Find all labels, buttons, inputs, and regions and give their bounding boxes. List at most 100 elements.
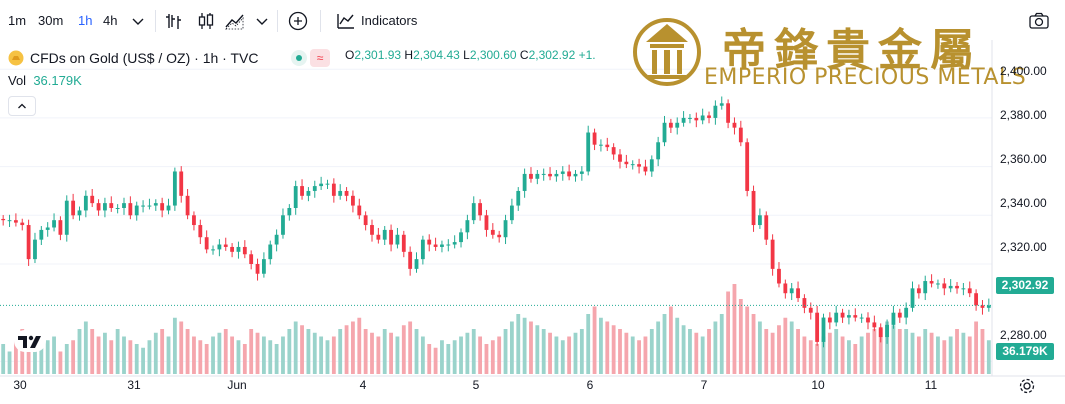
candle-body [478,203,483,216]
candle-body [573,173,578,177]
candle-body [745,142,750,191]
indicators-icon[interactable] [334,9,358,33]
volume-bar [459,336,463,374]
volume-bar [573,332,578,374]
interval-4h-button[interactable]: 4h [103,13,118,28]
candle-body [834,312,839,323]
volume-bar [942,340,947,374]
candle-body [376,234,381,240]
candle-body [172,171,177,206]
candle-body [732,122,737,128]
candle-body [777,268,781,284]
candle-body [840,312,845,318]
candle-body [20,222,25,226]
volume-bar [548,332,552,374]
area-style-icon[interactable] [223,9,247,33]
candle-body [618,154,622,162]
volume-bar [802,336,807,374]
volume-bar [916,336,921,374]
candles-style-icon[interactable] [194,9,218,33]
volume-bar [395,336,400,374]
volume-bar [866,332,870,374]
volume-bar [58,351,63,374]
candle-body [891,312,896,325]
volume-bar [885,321,889,374]
logo-chinese-text: 帝鋒貴金屬 [722,25,982,76]
chevron-down-icon[interactable] [126,9,150,33]
volume-bar [853,344,858,374]
volume-bar [490,340,495,374]
volume-bar [516,314,521,374]
volume-bar [440,340,444,374]
candle-body [255,264,260,274]
candle-body [808,307,813,313]
volume-bar [192,336,196,374]
volume-bar [103,332,107,374]
volume-bar [420,336,425,374]
camera-icon[interactable] [1028,11,1050,31]
candle-body [319,183,324,187]
price-axis-label: 2,320.00 [1000,240,1047,254]
volume-bar [586,314,591,374]
candle-body [942,283,947,289]
candle-body [853,315,858,318]
change-value: +1. [578,48,596,62]
candle-body [764,215,769,240]
bar-style-icon[interactable] [162,9,186,33]
candle-body [58,220,63,235]
candle-body [675,122,680,128]
price-axis-label: 2,280.00 [1000,328,1047,342]
volume-bar [7,351,12,374]
volume-bar [39,347,44,374]
candle-body [230,246,235,252]
volume-bar [370,332,374,374]
data-delayed-badge: ≈ [310,49,330,67]
volume-bar [300,325,304,374]
indicators-button[interactable]: Indicators [361,13,418,28]
volume-bar [605,321,610,374]
volume-bar [757,321,762,374]
volume-bar [249,329,254,374]
interval-1m-button[interactable]: 1m [8,13,27,28]
volume-bar [656,321,661,374]
volume-bar [357,317,362,374]
price-axis-label: 2,340.00 [1000,196,1047,210]
candle-body [713,105,718,118]
volume-bar [230,336,235,374]
interval-1h-button[interactable]: 1h [78,13,93,28]
candle-body [821,317,826,342]
gear-icon[interactable] [1018,377,1036,395]
volume-bar [33,344,37,374]
volume-bar [281,336,285,374]
volume-bar [707,329,711,374]
volume-bar [77,329,82,374]
candle-body [147,205,152,207]
candle-body [955,285,959,289]
volume-bar [471,329,476,374]
volume-bar [52,336,56,374]
volume-bar [217,332,222,374]
candle-body [293,186,298,208]
add-compare-icon[interactable] [286,9,310,33]
volume-bar [382,329,387,374]
volume-bar [611,325,616,374]
interval-30m-button[interactable]: 30m [38,13,64,28]
volume-bar [904,329,909,374]
tradingview-logo-icon[interactable] [14,330,46,352]
volume-bar [478,336,483,374]
candle-body [211,249,215,251]
volume-bar [223,329,228,374]
volume-bar [878,329,883,374]
symbol-title[interactable]: CFDs on Gold (US$ / OZ) · 1h · TVC [30,50,259,66]
volume-bar [827,332,832,374]
chevron-down-icon[interactable] [250,9,274,33]
candle-body [567,171,572,177]
collapse-legend-button[interactable] [8,96,36,116]
candle-body [827,317,832,323]
volume-bar [115,329,120,374]
candle-body [331,183,336,196]
high-label: H [404,48,414,62]
high-value: 2,304.43 [413,48,460,62]
time-axis-label: 7 [700,378,708,392]
